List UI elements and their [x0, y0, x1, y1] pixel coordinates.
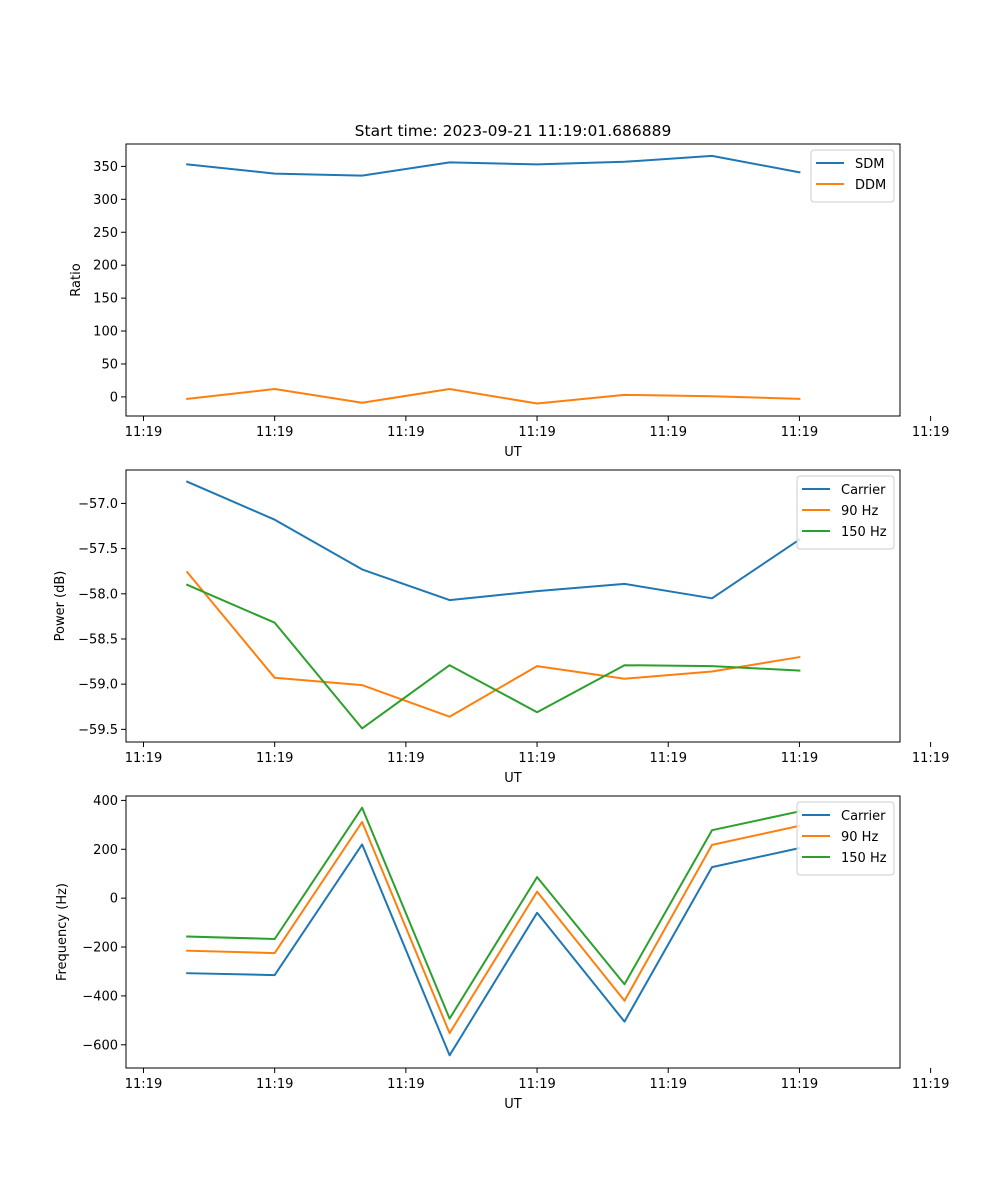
frequency-chart-panel: 11:19 11:19 11:19 11:19 11:19 11:19 11:19 −600 −… — [55, 794, 949, 1112]
x-tick-label: 11:19 — [125, 751, 162, 766]
y-axis-label: Frequency (Hz) — [55, 883, 70, 981]
x-tick-label: 11:19 — [256, 751, 293, 766]
y-tick-label: −57.5 — [78, 542, 118, 557]
y-tick-label: −200 — [82, 941, 118, 956]
legend-label: DDM — [855, 178, 886, 193]
x-tick-label: 11:19 — [650, 1077, 687, 1092]
x-tick-label: 11:19 — [518, 751, 555, 766]
series-line-ddm — [186, 388, 801, 405]
y-tick-label: 0 — [110, 390, 118, 405]
y-tick-label: −59.0 — [78, 678, 118, 693]
y-tick-label: 200 — [93, 259, 118, 274]
legend-label: Carrier — [841, 483, 886, 498]
x-tick-label: 11:19 — [387, 1077, 424, 1092]
legend-label: 90 Hz — [841, 504, 878, 519]
y-tick-label: −600 — [82, 1038, 118, 1053]
plot-area-frame — [125, 143, 901, 417]
legend-label: SDM — [855, 157, 884, 172]
legend-label: Carrier — [841, 809, 886, 824]
x-tick-label: 11:19 — [781, 751, 818, 766]
y-tick-label: 200 — [93, 843, 118, 858]
series-line-carrier — [185, 480, 801, 602]
x-tick-label: 11:19 — [912, 425, 949, 440]
y-tick-label: 150 — [93, 292, 118, 307]
y-tick-label: 100 — [93, 325, 118, 340]
legend: SDM DDM — [810, 149, 895, 203]
x-tick-label: 11:19 — [256, 425, 293, 440]
y-tick-label: −58.5 — [78, 632, 118, 647]
plot-area-frame — [125, 795, 901, 1069]
x-axis-label: UT — [504, 1097, 522, 1112]
legend-label: 90 Hz — [841, 830, 878, 845]
x-axis-label: UT — [504, 445, 522, 460]
y-tick-label: −59.5 — [78, 723, 118, 738]
series-line-90-hz — [185, 570, 801, 718]
y-tick-label: 250 — [93, 226, 118, 241]
x-tick-label: 11:19 — [125, 1077, 162, 1092]
x-tick-label: 11:19 — [518, 425, 555, 440]
y-tick-label: 50 — [101, 357, 118, 372]
x-tick-label: 11:19 — [781, 425, 818, 440]
series-line-carrier — [186, 843, 801, 1057]
x-tick-label: 11:19 — [256, 1077, 293, 1092]
y-tick-label: 350 — [93, 160, 118, 175]
legend: Carrier 90 Hz 150 Hz — [796, 475, 895, 550]
x-tick-label: 11:19 — [781, 1077, 818, 1092]
legend: Carrier 90 Hz 150 Hz — [796, 801, 895, 876]
series-line-90-hz — [186, 820, 801, 1035]
x-tick-label: 11:19 — [912, 751, 949, 766]
y-tick-label: 0 — [110, 892, 118, 907]
ratio-chart-panel: Start time: 2023-09-21 11:19:01.686889 1… — [69, 122, 949, 460]
x-tick-label: 11:19 — [387, 425, 424, 440]
x-tick-label: 11:19 — [912, 1077, 949, 1092]
series-line-sdm — [186, 154, 801, 177]
y-tick-label: −57.0 — [78, 497, 118, 512]
x-tick-label: 11:19 — [125, 425, 162, 440]
x-tick-label: 11:19 — [387, 751, 424, 766]
series-line-150-hz — [185, 583, 801, 730]
power-chart-panel: 11:19 11:19 11:19 11:19 11:19 11:19 11:19 −59.5… — [53, 469, 949, 786]
y-axis-label: Power (dB) — [53, 571, 68, 642]
x-tick-label: 11:19 — [650, 751, 687, 766]
y-tick-label: −58.0 — [78, 587, 118, 602]
y-tick-label: 400 — [93, 794, 118, 809]
legend-label: 150 Hz — [841, 525, 887, 540]
chart-title: Start time: 2023-09-21 11:19:01.686889 — [355, 122, 672, 140]
x-axis-label: UT — [504, 771, 522, 786]
legend-label: 150 Hz — [841, 851, 887, 866]
y-tick-label: −400 — [82, 989, 118, 1004]
plot-area-frame — [125, 469, 901, 743]
y-tick-label: 300 — [93, 193, 118, 208]
x-tick-label: 11:19 — [650, 425, 687, 440]
x-tick-label: 11:19 — [518, 1077, 555, 1092]
series-line-150-hz — [186, 806, 801, 1020]
y-axis-label: Ratio — [69, 263, 84, 296]
